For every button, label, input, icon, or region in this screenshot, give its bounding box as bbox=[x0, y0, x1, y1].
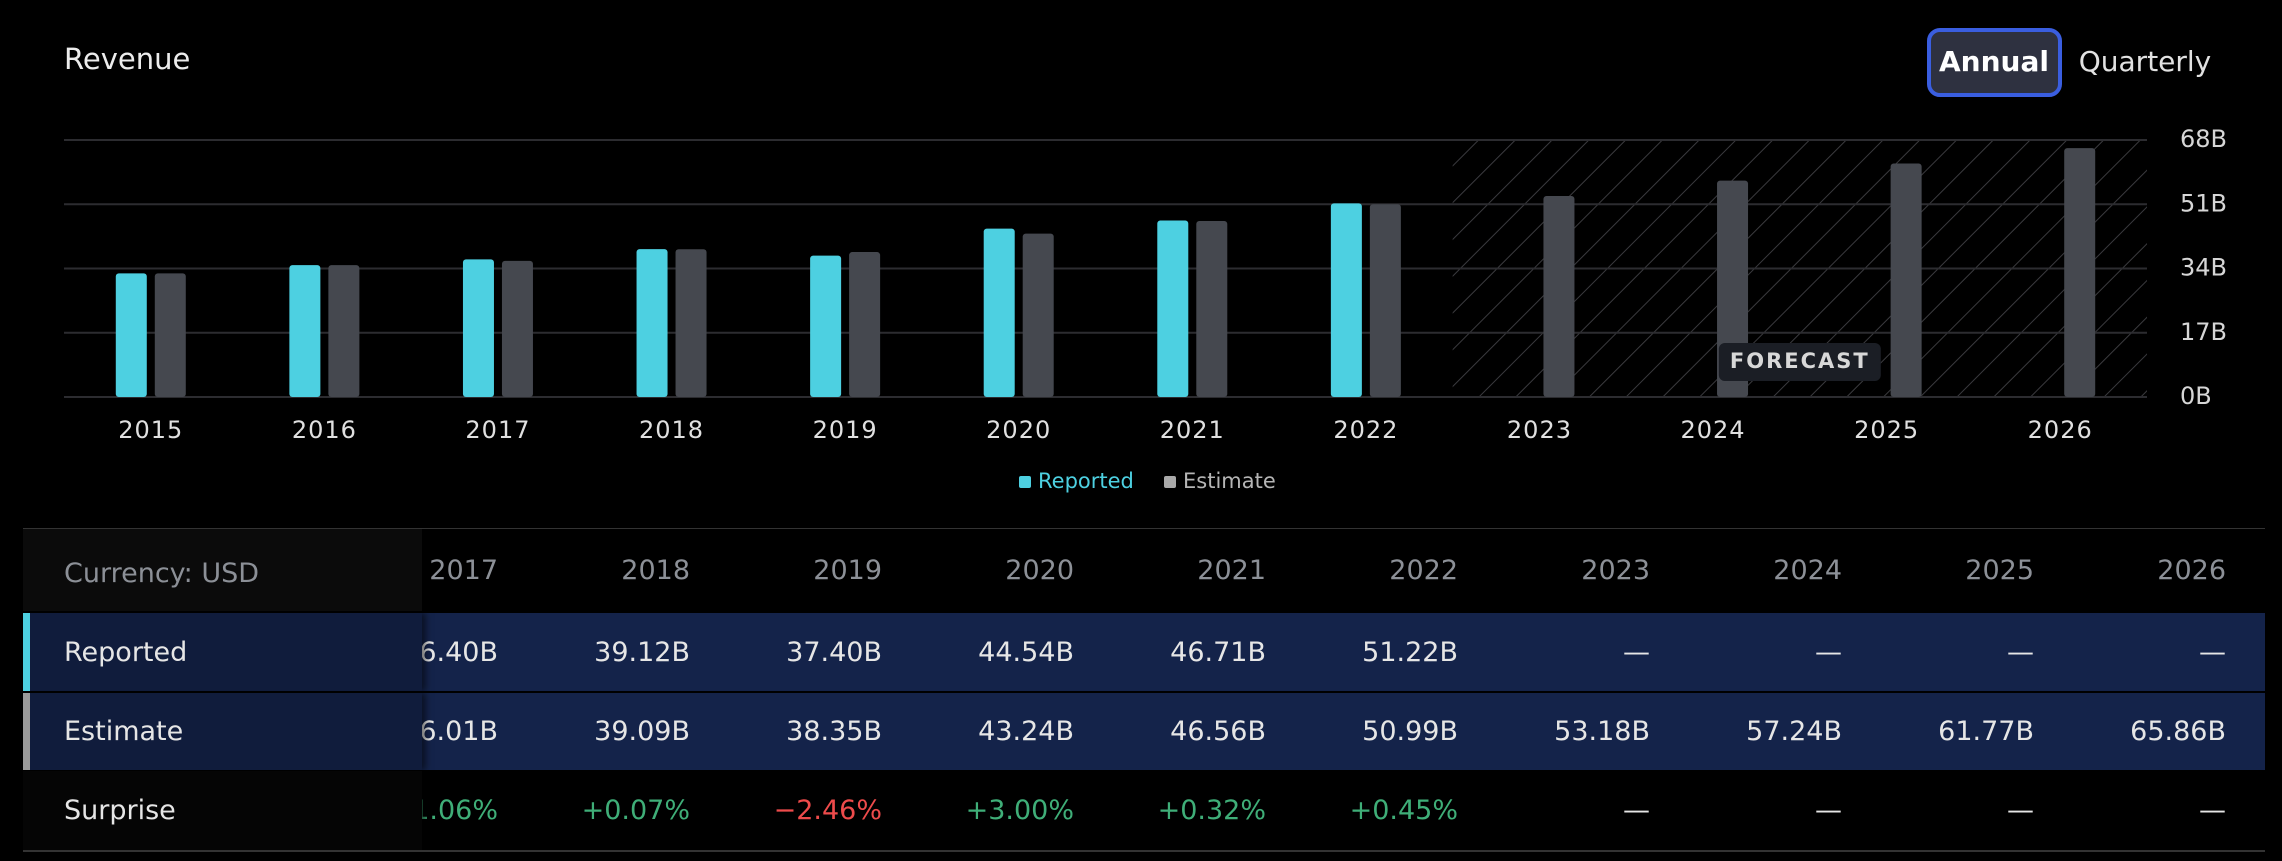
bar bbox=[1717, 180, 1749, 397]
table-cell: +0.45% bbox=[1349, 795, 1458, 826]
bar bbox=[1543, 196, 1575, 397]
bar bbox=[849, 252, 881, 397]
table-cell: — bbox=[1623, 795, 1650, 826]
bar bbox=[983, 228, 1015, 397]
table-cell: 39.09B bbox=[594, 716, 690, 747]
table-cell: 57.24B bbox=[1746, 716, 1842, 747]
table-cell: 37.40B bbox=[786, 636, 882, 668]
row-label: Surprise bbox=[23, 771, 422, 850]
row-label: Reported bbox=[23, 613, 422, 691]
table-cell: +0.07% bbox=[581, 795, 690, 826]
bar bbox=[636, 249, 668, 397]
table-cell: 50.99B bbox=[1362, 716, 1458, 747]
bar bbox=[1890, 163, 1922, 397]
table-cell: — bbox=[1623, 636, 1650, 668]
legend-swatch bbox=[1019, 476, 1031, 488]
table-header: 2017 2018 2019 2020 2021 2022 2023 2024 2025 2026… bbox=[23, 529, 2265, 611]
x-tick-label: 2024 bbox=[1681, 416, 1746, 444]
table-cell: 51.22B bbox=[1362, 636, 1458, 668]
toggle-option[interactable]: Quarterly bbox=[2079, 45, 2212, 78]
y-tick-label: 17B bbox=[2180, 318, 2227, 346]
x-tick-label: 2017 bbox=[465, 416, 530, 444]
column-header: 2020 bbox=[1005, 554, 1074, 586]
bar bbox=[1022, 233, 1054, 397]
table-cell: — bbox=[1815, 636, 1842, 668]
y-tick-label: 0B bbox=[2180, 382, 2212, 410]
table-cell: 61.77B bbox=[1938, 716, 2034, 747]
table-row: 36.40B 39.12B 37.40B 44.54B 46.71B 51.22B — — — —… bbox=[23, 613, 2265, 691]
table-cell: 53.18B bbox=[1554, 716, 1650, 747]
table-cell: 39.12B bbox=[594, 636, 690, 668]
column-header: 2018 bbox=[621, 554, 690, 586]
table-cell: — bbox=[1815, 795, 1842, 826]
bar bbox=[1157, 220, 1189, 397]
bar bbox=[115, 273, 147, 397]
column-header: 2022 bbox=[1389, 554, 1458, 586]
y-tick-label: 34B bbox=[2180, 254, 2227, 282]
table-cell: — bbox=[2007, 636, 2034, 668]
toggle-option[interactable]: Annual bbox=[1939, 45, 2049, 78]
table-cell: 46.56B bbox=[1170, 716, 1266, 747]
header-label: Currency: USD bbox=[23, 529, 422, 611]
x-tick-label: 2018 bbox=[639, 416, 704, 444]
bar bbox=[289, 265, 321, 397]
column-header: 2021 bbox=[1197, 554, 1266, 586]
table-cell: 43.24B bbox=[978, 716, 1074, 747]
column-header: 2017 bbox=[429, 554, 498, 586]
y-tick-label: 51B bbox=[2180, 189, 2227, 217]
row-accent bbox=[23, 693, 30, 770]
table-cell: 65.86B bbox=[2130, 716, 2226, 747]
chart: Revenue Annual Quarterly 0B 17B 34B 51B 68B 201… bbox=[23, 28, 2265, 530]
x-tick-label: 2022 bbox=[1333, 416, 1398, 444]
bar bbox=[1196, 221, 1228, 397]
bar bbox=[810, 255, 842, 397]
bar bbox=[1330, 203, 1362, 397]
column-header: 2026 bbox=[2157, 554, 2226, 586]
table-cell: — bbox=[2199, 636, 2226, 668]
x-tick-label: 2025 bbox=[1854, 416, 1919, 444]
legend-label[interactable]: Estimate bbox=[1183, 469, 1276, 493]
table-cell: 38.35B bbox=[786, 716, 882, 747]
y-tick-label: 68B bbox=[2180, 125, 2227, 153]
chart-title: Revenue bbox=[64, 42, 190, 76]
bar bbox=[1369, 204, 1401, 397]
column-header: 2023 bbox=[1581, 554, 1650, 586]
data-table: 2017 2018 2019 2020 2021 2022 2023 2024 2025 2026… bbox=[0, 529, 2282, 861]
table-cell: +3.00% bbox=[965, 795, 1074, 826]
bar bbox=[675, 249, 707, 397]
bar bbox=[462, 259, 494, 397]
x-tick-label: 2021 bbox=[1160, 416, 1225, 444]
x-tick-label: 2023 bbox=[1507, 416, 1572, 444]
column-header: 2019 bbox=[813, 554, 882, 586]
column-header: 2025 bbox=[1965, 554, 2034, 586]
table-cell: +0.32% bbox=[1157, 795, 1266, 826]
x-tick-label: 2026 bbox=[2028, 416, 2093, 444]
bar bbox=[501, 260, 533, 397]
table-cell: −2.46% bbox=[773, 795, 882, 826]
table-row: +1.06% +0.07% −2.46% +3.00% +0.32% +0.45% — — — —… bbox=[23, 771, 2265, 850]
row-label: Estimate bbox=[23, 693, 422, 770]
x-tick-label: 2015 bbox=[118, 416, 183, 444]
table-cell: — bbox=[2199, 795, 2226, 826]
toggle-active-bg bbox=[1927, 28, 2062, 97]
legend-label[interactable]: Reported bbox=[1038, 469, 1134, 493]
table-cell: — bbox=[2007, 795, 2034, 826]
table-row: 36.01B 39.09B 38.35B 43.24B 46.56B 50.99B 53.1… bbox=[23, 693, 2265, 770]
legend-swatch bbox=[1164, 476, 1176, 488]
x-tick-label: 2016 bbox=[292, 416, 357, 444]
bar bbox=[328, 265, 360, 397]
column-header: 2024 bbox=[1773, 554, 1842, 586]
x-tick-label: 2020 bbox=[986, 416, 1051, 444]
bar bbox=[154, 273, 186, 397]
table-bottom-line bbox=[23, 850, 2265, 852]
x-tick-label: 2019 bbox=[813, 416, 878, 444]
forecast-label: FORECAST bbox=[1730, 349, 1870, 373]
table-cell: 44.54B bbox=[978, 636, 1074, 668]
forecast-badge bbox=[1718, 343, 1881, 381]
bar bbox=[2064, 148, 2096, 397]
table-cell: 46.71B bbox=[1170, 636, 1266, 668]
row-accent bbox=[23, 613, 30, 691]
